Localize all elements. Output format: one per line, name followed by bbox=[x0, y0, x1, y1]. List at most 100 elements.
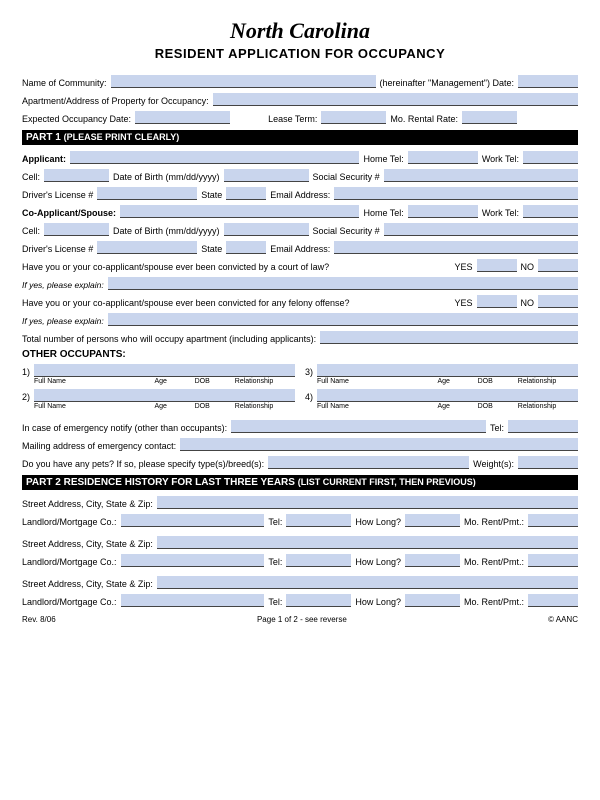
field-yes1[interactable] bbox=[477, 259, 517, 272]
field-no2[interactable] bbox=[538, 295, 578, 308]
p2-hl3-f[interactable] bbox=[405, 594, 460, 607]
field-cell2[interactable] bbox=[44, 223, 109, 236]
occ-n1: 1) bbox=[22, 367, 34, 377]
field-date[interactable] bbox=[518, 75, 578, 88]
field-state2[interactable] bbox=[226, 241, 266, 254]
field-state[interactable] bbox=[226, 187, 266, 200]
footer-page: Page 1 of 2 - see reverse bbox=[257, 615, 347, 624]
occ-n2: 2) bbox=[22, 392, 34, 402]
field-dob[interactable] bbox=[224, 169, 309, 182]
lbl-ssn2: Social Security # bbox=[313, 226, 380, 236]
lbl-applicant: Applicant: bbox=[22, 154, 66, 164]
tl-dob: DOB bbox=[195, 378, 235, 385]
p2-street2-f[interactable] bbox=[157, 536, 578, 549]
p2-hl1-f[interactable] bbox=[405, 514, 460, 527]
p2-hl2-f[interactable] bbox=[405, 554, 460, 567]
p2-hl3: How Long? bbox=[355, 597, 401, 607]
field-worktel[interactable] bbox=[523, 151, 578, 164]
field-community[interactable] bbox=[111, 75, 376, 88]
field-rental[interactable] bbox=[462, 111, 517, 124]
field-hometel[interactable] bbox=[408, 151, 478, 164]
lbl-worktel: Work Tel: bbox=[482, 154, 519, 164]
field-dob2[interactable] bbox=[224, 223, 309, 236]
field-hometel2[interactable] bbox=[408, 205, 478, 218]
field-dl[interactable] bbox=[97, 187, 197, 200]
occ-field-1[interactable] bbox=[34, 364, 295, 377]
footer-rev: Rev. 8/06 bbox=[22, 615, 56, 624]
lbl-qconv: Have you or your co-applicant/spouse eve… bbox=[22, 262, 329, 272]
p2-tel1: Tel: bbox=[268, 517, 282, 527]
field-ifyes1[interactable] bbox=[108, 277, 578, 290]
p2-hl2: How Long? bbox=[355, 557, 401, 567]
lbl-ssn: Social Security # bbox=[313, 172, 380, 182]
lbl-expected: Expected Occupancy Date: bbox=[22, 114, 131, 124]
field-ifyes2[interactable] bbox=[108, 313, 578, 326]
p2-hl1: How Long? bbox=[355, 517, 401, 527]
p2-tel2: Tel: bbox=[268, 557, 282, 567]
other-occ-head: OTHER OCCUPANTS: bbox=[22, 349, 578, 360]
lbl-dob: Date of Birth (mm/dd/yyyy) bbox=[113, 172, 220, 182]
field-dl2[interactable] bbox=[97, 241, 197, 254]
field-coapp[interactable] bbox=[120, 205, 359, 218]
field-worktel2[interactable] bbox=[523, 205, 578, 218]
field-em-tel[interactable] bbox=[508, 420, 578, 433]
field-email[interactable] bbox=[334, 187, 578, 200]
field-yes2[interactable] bbox=[477, 295, 517, 308]
p2-ll2-f[interactable] bbox=[121, 554, 265, 567]
p2-ll3-f[interactable] bbox=[121, 594, 265, 607]
part2-bar-paren: (LIST CURRENT FIRST, THEN PREVIOUS) bbox=[298, 477, 476, 487]
p2-ll1-f[interactable] bbox=[121, 514, 265, 527]
lbl-qfel: Have you or your co-applicant/spouse eve… bbox=[22, 298, 350, 308]
row-apt: Apartment/Address of Property for Occupa… bbox=[22, 93, 578, 106]
p2-ll3: Landlord/Mortgage Co.: bbox=[22, 597, 117, 607]
footer: Rev. 8/06 Page 1 of 2 - see reverse © AA… bbox=[22, 615, 578, 624]
field-leaseterm[interactable] bbox=[321, 111, 386, 124]
lbl-email: Email Address: bbox=[270, 190, 330, 200]
p2-tel1-f[interactable] bbox=[286, 514, 351, 527]
lbl-yes1: YES bbox=[454, 262, 472, 272]
part2-bar: PART 2 RESIDENCE HISTORY FOR LAST THREE … bbox=[22, 475, 578, 490]
lbl-rental: Mo. Rental Rate: bbox=[390, 114, 458, 124]
title-main: RESIDENT APPLICATION FOR OCCUPANCY bbox=[22, 46, 578, 61]
field-applicant[interactable] bbox=[70, 151, 359, 164]
lbl-coapp: Co-Applicant/Spouse: bbox=[22, 208, 116, 218]
field-total[interactable] bbox=[320, 331, 578, 344]
p2-street1-f[interactable] bbox=[157, 496, 578, 509]
lbl-cell2: Cell: bbox=[22, 226, 40, 236]
p2-street3-f[interactable] bbox=[157, 576, 578, 589]
lbl-dl2: Driver's License # bbox=[22, 244, 93, 254]
lbl-total: Total number of persons who will occupy … bbox=[22, 334, 316, 344]
p2-rent1-f[interactable] bbox=[528, 514, 578, 527]
lbl-dob2: Date of Birth (mm/dd/yyyy) bbox=[113, 226, 220, 236]
field-ssn[interactable] bbox=[384, 169, 578, 182]
field-ssn2[interactable] bbox=[384, 223, 578, 236]
field-expected[interactable] bbox=[135, 111, 230, 124]
p2-rent2-f[interactable] bbox=[528, 554, 578, 567]
lbl-dl: Driver's License # bbox=[22, 190, 93, 200]
occ-field-2[interactable] bbox=[34, 389, 295, 402]
lbl-state: State bbox=[201, 190, 222, 200]
field-em-notify[interactable] bbox=[231, 420, 486, 433]
p2-tel3-f[interactable] bbox=[286, 594, 351, 607]
lbl-hometel2: Home Tel: bbox=[363, 208, 403, 218]
p2-rent3-f[interactable] bbox=[528, 594, 578, 607]
lbl-em-tel: Tel: bbox=[490, 423, 504, 433]
lbl-worktel2: Work Tel: bbox=[482, 208, 519, 218]
p2-street2: Street Address, City, State & Zip: bbox=[22, 539, 153, 549]
occ-field-3[interactable] bbox=[317, 364, 578, 377]
occ-field-4[interactable] bbox=[317, 389, 578, 402]
field-no1[interactable] bbox=[538, 259, 578, 272]
field-cell[interactable] bbox=[44, 169, 109, 182]
field-weight[interactable] bbox=[518, 456, 578, 469]
lbl-no2: NO bbox=[521, 298, 535, 308]
lbl-ifyes1: If yes, please explain: bbox=[22, 280, 104, 290]
occ-n3: 3) bbox=[305, 367, 317, 377]
field-apt[interactable] bbox=[213, 93, 578, 106]
field-em-mail[interactable] bbox=[180, 438, 578, 451]
lbl-state2: State bbox=[201, 244, 222, 254]
lbl-community: Name of Community: bbox=[22, 78, 107, 88]
field-email2[interactable] bbox=[334, 241, 578, 254]
p2-tel2-f[interactable] bbox=[286, 554, 351, 567]
occ-n4: 4) bbox=[305, 392, 317, 402]
field-pets[interactable] bbox=[268, 456, 469, 469]
